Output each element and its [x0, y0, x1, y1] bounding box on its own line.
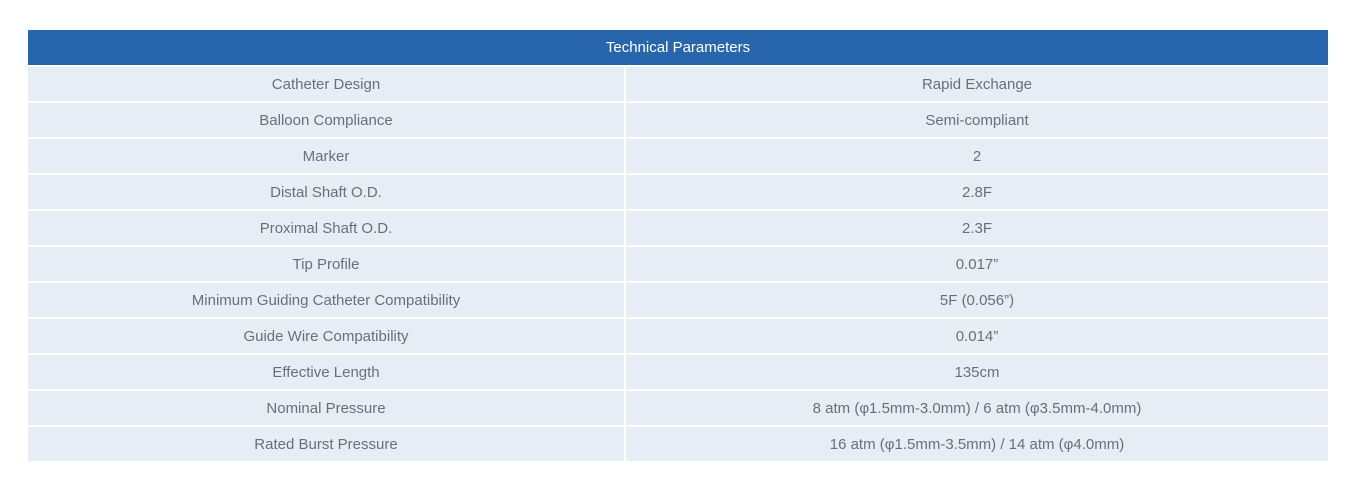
param-value: 0.014”	[626, 319, 1328, 353]
table-row: Proximal Shaft O.D. 2.3F	[28, 211, 1328, 245]
param-value: 8 atm (φ1.5mm-3.0mm) / 6 atm (φ3.5mm-4.0…	[626, 391, 1328, 425]
table-row: Tip Profile 0.017”	[28, 247, 1328, 281]
param-label: Nominal Pressure	[28, 391, 624, 425]
param-label: Rated Burst Pressure	[28, 427, 624, 461]
param-label: Distal Shaft O.D.	[28, 175, 624, 209]
table-row: Effective Length 135cm	[28, 355, 1328, 389]
param-label: Guide Wire Compatibility	[28, 319, 624, 353]
table-row: Distal Shaft O.D. 2.8F	[28, 175, 1328, 209]
table-row: Minimum Guiding Catheter Compatibility 5…	[28, 283, 1328, 317]
table-row: Catheter Design Rapid Exchange	[28, 67, 1328, 101]
param-label: Balloon Compliance	[28, 103, 624, 137]
table-row: Guide Wire Compatibility 0.014”	[28, 319, 1328, 353]
param-value: Rapid Exchange	[626, 67, 1328, 101]
param-value: 2.3F	[626, 211, 1328, 245]
param-label: Marker	[28, 139, 624, 173]
param-value: 0.017”	[626, 247, 1328, 281]
table-row: Marker 2	[28, 139, 1328, 173]
param-value: 16 atm (φ1.5mm-3.5mm) / 14 atm (φ4.0mm)	[626, 427, 1328, 461]
table-row: Balloon Compliance Semi-compliant	[28, 103, 1328, 137]
param-label: Catheter Design	[28, 67, 624, 101]
table-title: Technical Parameters	[605, 39, 751, 56]
param-label: Effective Length	[28, 355, 624, 389]
technical-parameters-table: Technical Parameters Catheter Design Rap…	[28, 30, 1328, 463]
table-row: Rated Burst Pressure 16 atm (φ1.5mm-3.5m…	[28, 427, 1328, 461]
param-value: 2	[626, 139, 1328, 173]
table-title-bar: Technical Parameters	[28, 30, 1328, 65]
param-label: Proximal Shaft O.D.	[28, 211, 624, 245]
param-value: 5F (0.056”)	[626, 283, 1328, 317]
table-row: Nominal Pressure 8 atm (φ1.5mm-3.0mm) / …	[28, 391, 1328, 425]
param-label: Minimum Guiding Catheter Compatibility	[28, 283, 624, 317]
param-label: Tip Profile	[28, 247, 624, 281]
param-value: 135cm	[626, 355, 1328, 389]
param-value: 2.8F	[626, 175, 1328, 209]
param-value: Semi-compliant	[626, 103, 1328, 137]
